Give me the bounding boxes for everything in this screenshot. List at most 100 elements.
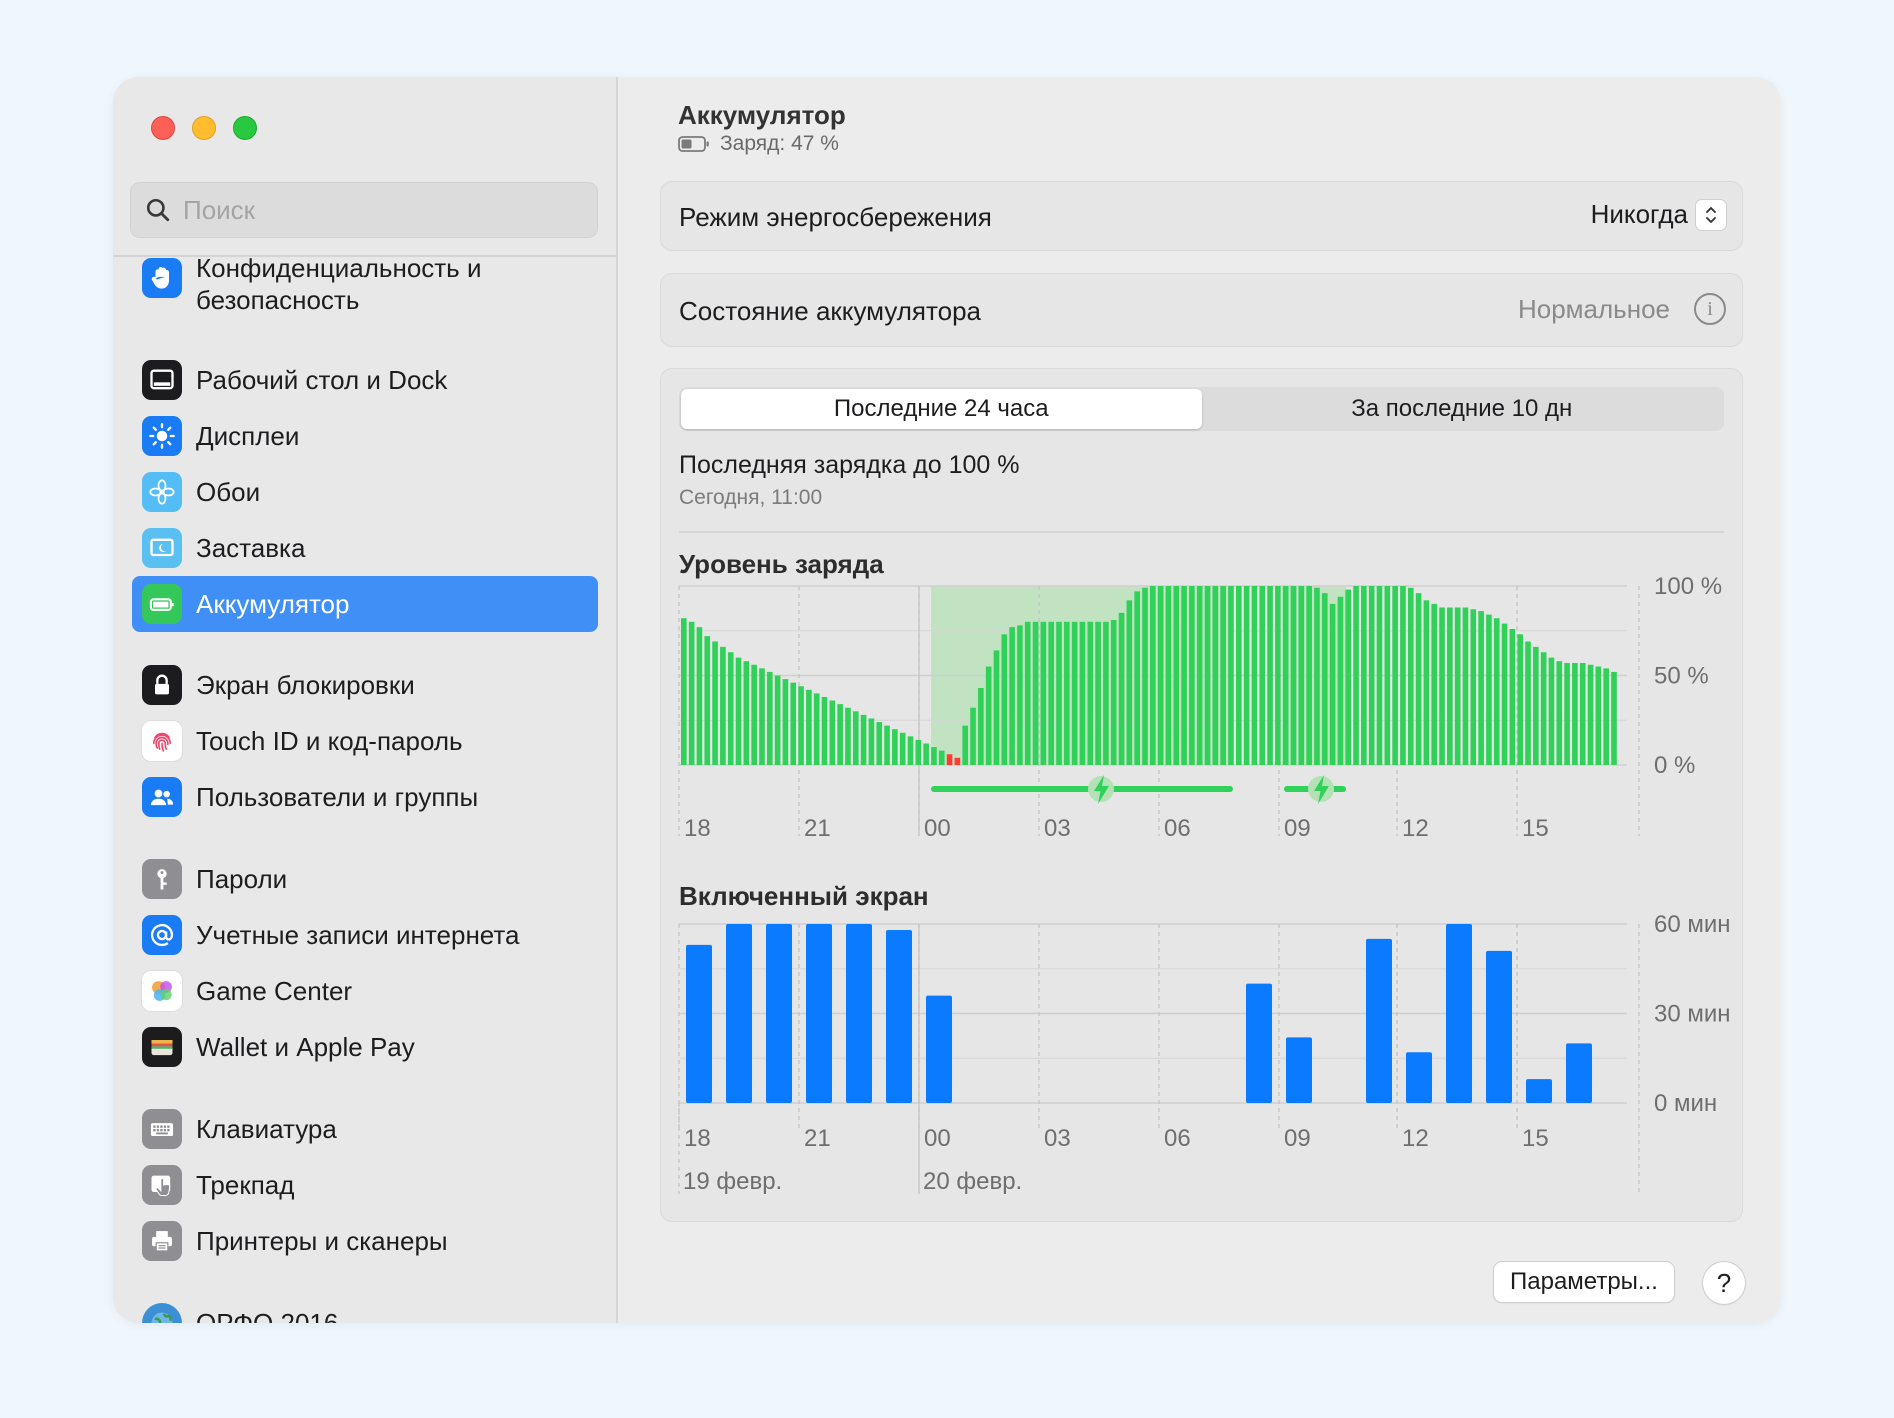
y-tick-label: 0 мин [1654, 1090, 1717, 1117]
y-tick-label: 0 % [1654, 752, 1695, 779]
usage-history-card: Последние 24 часа За последние 10 дн Пос… [660, 368, 1743, 1222]
battery-level-bar [798, 686, 804, 765]
low-power-mode-popup[interactable]: Никогда [1591, 199, 1726, 230]
sidebar-item-wallet[interactable]: Wallet и Apple Pay [132, 1019, 598, 1075]
battery-level-bar [766, 671, 773, 765]
battery-level-bar [1431, 603, 1438, 765]
x-tick-label: 09 [1284, 1125, 1311, 1152]
battery-level-bar [1595, 666, 1602, 765]
sidebar-item-label: Трекпад [196, 1169, 295, 1200]
low-power-mode-row: Режим энергосбережения Никогда [660, 181, 1743, 251]
charge-level-text: Заряд: 47 % [720, 132, 839, 155]
sidebar-item-users-groups[interactable]: Пользователи и группы [132, 769, 598, 825]
battery-level-bar [860, 714, 867, 765]
sidebar-item-label: Game Center [196, 975, 353, 1006]
sidebar-item-orfo[interactable]: ОРФО 2016 [132, 1295, 598, 1323]
battery-level-bar [1509, 628, 1516, 765]
battery-level-bar [954, 757, 961, 765]
close-button[interactable] [151, 116, 175, 140]
info-icon[interactable]: i [1694, 293, 1726, 325]
battery-level-bar [1150, 586, 1156, 765]
x-tick-label: 12 [1402, 815, 1429, 842]
battery-level-bar [1525, 641, 1531, 765]
screen-on-bar [1566, 1043, 1592, 1103]
sidebar-item-internet-accounts[interactable]: Учетные записи интернета [132, 907, 598, 963]
x-tick-label: 12 [1402, 1125, 1429, 1152]
sidebar-item-desktop-dock[interactable]: Рабочий стол и Dock [132, 352, 598, 408]
battery-level-bar [821, 696, 828, 765]
battery-health-label: Состояние аккумулятора [679, 296, 982, 326]
battery-status-icon [678, 136, 709, 152]
battery-level-bar [1040, 621, 1047, 765]
battery-level-bar [1314, 587, 1320, 765]
battery-level-bar [688, 621, 695, 765]
battery-level-bar [1556, 661, 1563, 765]
x-tick-label: 18 [684, 815, 711, 842]
search-field[interactable] [130, 182, 598, 238]
sun-icon [142, 416, 182, 456]
sidebar-item-printers[interactable]: Принтеры и сканеры [132, 1213, 598, 1269]
options-button[interactable]: Параметры... [1494, 1262, 1674, 1302]
x-tick-label: 03 [1044, 1125, 1071, 1152]
printer-icon [142, 1221, 182, 1261]
battery-level-bar [1462, 607, 1469, 765]
sidebar-item-displays[interactable]: Дисплеи [132, 408, 598, 464]
sidebar-item-touch-id[interactable]: Touch ID и код-пароль [132, 713, 598, 769]
sidebar-item-passwords[interactable]: Пароли [132, 851, 598, 907]
y-tick-label: 100 % [1654, 574, 1722, 600]
sidebar-item-lock-screen[interactable]: Экран блокировки [132, 657, 598, 713]
battery-level-bar [1142, 587, 1148, 765]
battery-level-bar [743, 661, 750, 765]
sidebar-item-label: Аккумулятор [196, 588, 350, 619]
battery-health-row: Состояние аккумулятора Нормальное i [660, 273, 1743, 347]
sidebar-item-label: Заставка [196, 532, 306, 563]
battery-level-bar [774, 675, 781, 765]
sidebar-item-label: Клавиатура [196, 1113, 337, 1144]
battery-level-bar [845, 707, 851, 765]
help-button[interactable]: ? [1703, 1262, 1745, 1304]
at-sign-icon [142, 915, 182, 955]
battery-level-bar [782, 679, 789, 765]
sidebar-item-privacy[interactable]: Конфиденциальность и безопасность [132, 252, 598, 322]
zoom-button[interactable] [233, 116, 257, 140]
x-tick-label: 15 [1522, 1125, 1549, 1152]
sidebar-item-screensaver[interactable]: Заставка [132, 520, 598, 576]
sidebar-item-trackpad[interactable]: Трекпад [132, 1157, 598, 1213]
desktop-dock-icon [142, 360, 182, 400]
tab-last-10-days[interactable]: За последние 10 дн [1351, 395, 1573, 422]
x-tick-label: 15 [1522, 815, 1549, 842]
x-tick-label: 06 [1164, 815, 1191, 842]
battery-level-bar [1071, 621, 1078, 765]
sidebar-item-battery[interactable]: Аккумулятор [132, 576, 598, 632]
x-tick-label: 06 [1164, 1125, 1191, 1152]
battery-level-bar [727, 652, 734, 765]
search-input[interactable] [183, 194, 583, 226]
battery-level-bar [829, 700, 836, 765]
battery-level-bar [1298, 586, 1305, 765]
sidebar-item-label: Экран блокировки [196, 669, 415, 700]
battery-level-bar [806, 689, 812, 765]
battery-level-bar [1235, 586, 1242, 765]
battery-level-bar [1306, 586, 1312, 765]
sidebar-item-keyboard[interactable]: Клавиатура [132, 1101, 598, 1157]
flower-icon [142, 472, 182, 512]
sidebar-item-label: Обои [196, 476, 261, 507]
y-tick-label: 30 мин [1654, 1001, 1731, 1028]
battery-level-bar [1243, 586, 1250, 765]
screen-on-bar [1366, 938, 1392, 1103]
hand-raised-icon [142, 258, 182, 298]
tab-last-24-hours[interactable]: Последние 24 часа [681, 389, 1202, 429]
battery-level-bar [1376, 586, 1383, 765]
sidebar: Конфиденциальность и безопасность Рабочи… [113, 77, 618, 1323]
sidebar-item-game-center[interactable]: Game Center [132, 963, 598, 1019]
battery-level-chart-title: Уровень заряда [679, 549, 884, 579]
screen-on-bar [926, 995, 952, 1103]
minimize-button[interactable] [192, 116, 216, 140]
x-tick-label: 21 [804, 1125, 831, 1152]
battery-level-bar [1134, 591, 1140, 765]
sidebar-item-wallpaper[interactable]: Обои [132, 464, 598, 520]
sidebar-item-label: Рабочий стол и Dock [196, 364, 448, 395]
battery-level-bar [1275, 586, 1281, 765]
screen-on-bar [1286, 1037, 1312, 1103]
battery-level-bar [720, 646, 726, 765]
